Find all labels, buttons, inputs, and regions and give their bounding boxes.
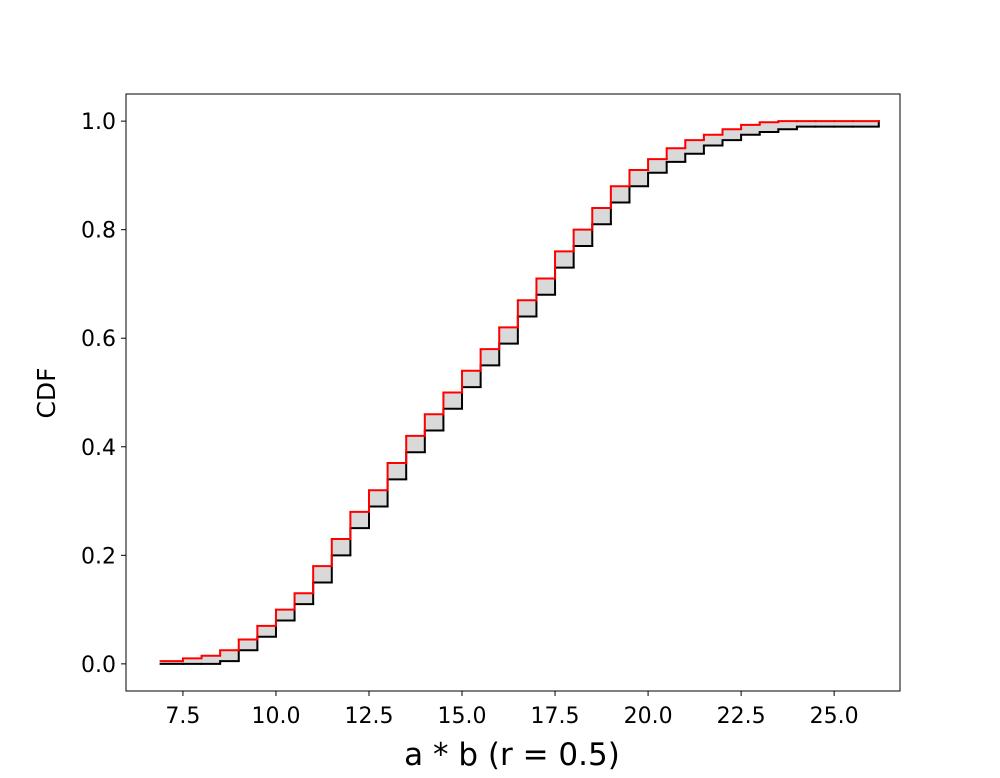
y-tick-label: 0.6 [81,327,116,352]
band [160,121,879,664]
y-tick-label: 0.2 [81,544,116,569]
x-tick-label: 20.0 [624,704,673,729]
y-tick-label: 0.8 [81,219,116,244]
x-tick-label: 25.0 [810,704,859,729]
plot-frame [125,93,901,692]
x-tick-label: 7.5 [165,704,200,729]
x-tick-label: 22.5 [717,704,766,729]
y-tick-label: 1.0 [81,110,116,135]
y-tick-label: 0.4 [81,436,116,461]
x-tick-label: 17.5 [531,704,580,729]
x-tick-label: 12.5 [344,704,393,729]
x-tick-label: 15.0 [438,704,487,729]
x-axis-label: a * b (r = 0.5) [404,737,620,773]
y-tick-label: 0.0 [81,653,116,678]
x-tick-label: 10.0 [251,704,300,729]
y-axis-label: CDF [32,367,61,418]
